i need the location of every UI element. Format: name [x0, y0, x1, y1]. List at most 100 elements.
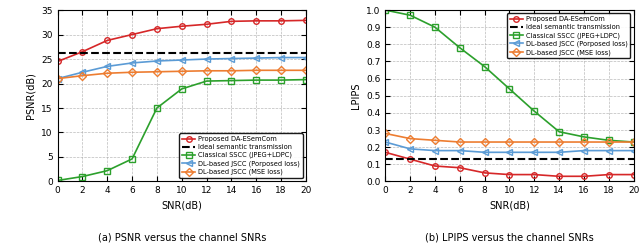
Line: Classical SSCC (JPEG+LDPC): Classical SSCC (JPEG+LDPC) — [55, 77, 308, 183]
DL-based JSCC (Porposed loss) — [605, 149, 612, 152]
DL-based JSCC (Porposed loss) — [556, 151, 563, 154]
Proposed DA-ESemCom — [228, 20, 236, 23]
DL-based JSCC (Porposed loss) — [531, 151, 538, 154]
Classical SSCC (JPEG+LDPC) — [128, 158, 136, 161]
Proposed DA-ESemCom — [406, 158, 414, 161]
Classical SSCC (JPEG+LDPC) — [153, 107, 161, 110]
DL-based JSCC (MSE loss) — [630, 141, 637, 144]
DL-based JSCC (Porposed loss) — [302, 56, 310, 59]
Proposed DA-ESemCom — [128, 33, 136, 36]
Proposed DA-ESemCom — [104, 39, 111, 42]
Classical SSCC (JPEG+LDPC) — [302, 78, 310, 81]
DL-based JSCC (MSE loss) — [203, 69, 211, 72]
Line: DL-based JSCC (Porposed loss): DL-based JSCC (Porposed loss) — [55, 55, 308, 81]
Classical SSCC (JPEG+LDPC) — [104, 169, 111, 172]
Line: Proposed DA-ESemCom: Proposed DA-ESemCom — [55, 18, 308, 64]
DL-based JSCC (MSE loss) — [406, 137, 414, 140]
DL-based JSCC (Porposed loss) — [203, 57, 211, 60]
Classical SSCC (JPEG+LDPC) — [556, 130, 563, 133]
Proposed DA-ESemCom — [381, 151, 389, 154]
Proposed DA-ESemCom — [302, 19, 310, 22]
Classical SSCC (JPEG+LDPC) — [79, 175, 86, 178]
Classical SSCC (JPEG+LDPC) — [178, 87, 186, 90]
Classical SSCC (JPEG+LDPC) — [580, 135, 588, 138]
DL-based JSCC (Porposed loss) — [630, 149, 637, 152]
DL-based JSCC (Porposed loss) — [277, 56, 285, 59]
DL-based JSCC (MSE loss) — [104, 72, 111, 75]
DL-based JSCC (MSE loss) — [431, 139, 439, 142]
Ideal semantic transmission — [394, 158, 401, 161]
Classical SSCC (JPEG+LDPC) — [203, 80, 211, 83]
DL-based JSCC (MSE loss) — [381, 132, 389, 135]
DL-based JSCC (Porposed loss) — [128, 61, 136, 65]
DL-based JSCC (MSE loss) — [506, 141, 513, 144]
DL-based JSCC (Porposed loss) — [252, 56, 260, 59]
Proposed DA-ESemCom — [481, 171, 488, 174]
DL-based JSCC (Porposed loss) — [153, 59, 161, 62]
Y-axis label: LPIPS: LPIPS — [351, 82, 360, 109]
Proposed DA-ESemCom — [605, 173, 612, 176]
DL-based JSCC (MSE loss) — [481, 141, 488, 144]
DL-based JSCC (MSE loss) — [153, 70, 161, 73]
Title: (b) LPIPS versus the channel SNRs: (b) LPIPS versus the channel SNRs — [425, 233, 594, 243]
Proposed DA-ESemCom — [431, 165, 439, 168]
DL-based JSCC (Porposed loss) — [456, 149, 463, 152]
Legend: Proposed DA-ESemCom, Ideal semantic transmission, Classical SSCC (JPEG+LDPC), DL: Proposed DA-ESemCom, Ideal semantic tran… — [507, 13, 630, 58]
Classical SSCC (JPEG+LDPC) — [252, 79, 260, 82]
DL-based JSCC (Porposed loss) — [381, 141, 389, 144]
Classical SSCC (JPEG+LDPC) — [406, 14, 414, 17]
Proposed DA-ESemCom — [79, 50, 86, 53]
Proposed DA-ESemCom — [506, 173, 513, 176]
Line: DL-based JSCC (MSE loss): DL-based JSCC (MSE loss) — [383, 131, 636, 145]
DL-based JSCC (MSE loss) — [456, 141, 463, 144]
DL-based JSCC (MSE loss) — [79, 74, 86, 77]
DL-based JSCC (MSE loss) — [277, 69, 285, 72]
Proposed DA-ESemCom — [203, 23, 211, 26]
Ideal semantic transmission — [66, 51, 74, 54]
DL-based JSCC (Porposed loss) — [431, 149, 439, 152]
X-axis label: SNR(dB): SNR(dB) — [489, 201, 530, 211]
Proposed DA-ESemCom — [153, 27, 161, 30]
Classical SSCC (JPEG+LDPC) — [456, 46, 463, 49]
Classical SSCC (JPEG+LDPC) — [381, 9, 389, 12]
Ideal semantic transmission — [54, 51, 61, 54]
Proposed DA-ESemCom — [556, 175, 563, 178]
DL-based JSCC (MSE loss) — [605, 141, 612, 144]
Proposed DA-ESemCom — [531, 173, 538, 176]
Proposed DA-ESemCom — [252, 19, 260, 22]
Classical SSCC (JPEG+LDPC) — [531, 110, 538, 113]
DL-based JSCC (Porposed loss) — [228, 57, 236, 60]
DL-based JSCC (Porposed loss) — [104, 65, 111, 68]
Proposed DA-ESemCom — [178, 25, 186, 28]
DL-based JSCC (MSE loss) — [178, 70, 186, 73]
Proposed DA-ESemCom — [456, 166, 463, 169]
Classical SSCC (JPEG+LDPC) — [481, 65, 488, 68]
DL-based JSCC (MSE loss) — [128, 71, 136, 74]
DL-based JSCC (Porposed loss) — [580, 149, 588, 152]
Classical SSCC (JPEG+LDPC) — [54, 179, 61, 182]
DL-based JSCC (MSE loss) — [228, 69, 236, 72]
DL-based JSCC (Porposed loss) — [481, 151, 488, 154]
Proposed DA-ESemCom — [277, 19, 285, 22]
Line: DL-based JSCC (MSE loss): DL-based JSCC (MSE loss) — [55, 68, 308, 81]
Line: Classical SSCC (JPEG+LDPC): Classical SSCC (JPEG+LDPC) — [383, 7, 636, 145]
DL-based JSCC (MSE loss) — [531, 141, 538, 144]
DL-based JSCC (MSE loss) — [556, 141, 563, 144]
DL-based JSCC (Porposed loss) — [406, 147, 414, 150]
DL-based JSCC (Porposed loss) — [178, 58, 186, 61]
DL-based JSCC (Porposed loss) — [506, 151, 513, 154]
Proposed DA-ESemCom — [630, 173, 637, 176]
Legend: Proposed DA-ESemCom, Ideal semantic transmission, Classical SSCC (JPEG+LDPC), DL: Proposed DA-ESemCom, Ideal semantic tran… — [179, 133, 303, 178]
DL-based JSCC (MSE loss) — [580, 141, 588, 144]
X-axis label: SNR(dB): SNR(dB) — [161, 201, 202, 211]
Classical SSCC (JPEG+LDPC) — [277, 79, 285, 82]
Y-axis label: PSNR(dB): PSNR(dB) — [26, 72, 36, 119]
Line: Proposed DA-ESemCom: Proposed DA-ESemCom — [383, 149, 636, 179]
Classical SSCC (JPEG+LDPC) — [228, 79, 236, 82]
Classical SSCC (JPEG+LDPC) — [506, 87, 513, 90]
Title: (a) PSNR versus the channel SNRs: (a) PSNR versus the channel SNRs — [97, 233, 266, 243]
DL-based JSCC (Porposed loss) — [54, 77, 61, 80]
Classical SSCC (JPEG+LDPC) — [605, 139, 612, 142]
DL-based JSCC (MSE loss) — [54, 77, 61, 80]
Proposed DA-ESemCom — [54, 60, 61, 63]
